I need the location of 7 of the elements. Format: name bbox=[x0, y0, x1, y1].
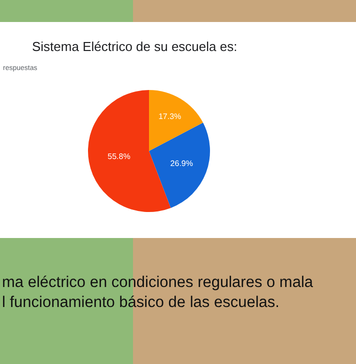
pie-slice bbox=[149, 122, 210, 208]
data-label: 55.8% bbox=[108, 152, 130, 162]
pie-slice bbox=[149, 90, 203, 151]
text: ma eléctrico en condiciones regulares o mala l funcionamiento básico de las escuelas. bbox=[2, 274, 314, 312]
data-label: 26.9% bbox=[170, 158, 193, 168]
data-label: 17.3% bbox=[158, 112, 182, 122]
chart-title: Sistema Eléctrico de su escuela es: bbox=[32, 39, 238, 54]
